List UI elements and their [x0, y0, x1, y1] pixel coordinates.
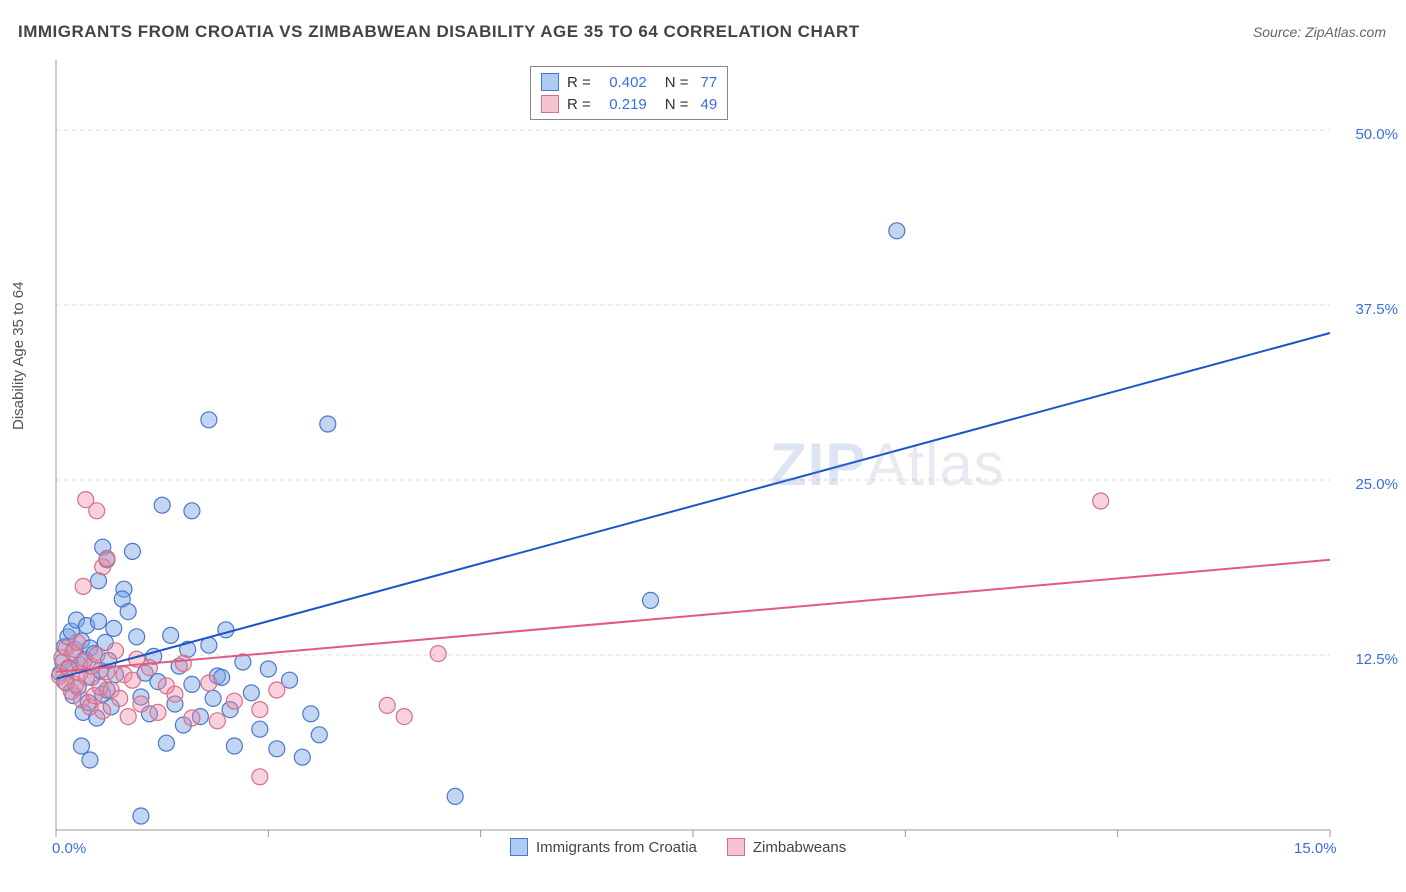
n-value: 49: [701, 96, 718, 113]
source-attribution: Source: ZipAtlas.com: [1253, 24, 1386, 40]
y-tick-label: 50.0%: [1338, 126, 1398, 143]
r-label: R =: [567, 96, 591, 113]
r-label: R =: [567, 74, 591, 91]
legend-label: Zimbabweans: [753, 839, 846, 856]
stats-legend: R = 0.402 N = 77 R = 0.219 N = 49: [530, 66, 728, 120]
series-legend: Immigrants from Croatia Zimbabweans: [510, 838, 846, 856]
y-tick-label: 25.0%: [1338, 476, 1398, 493]
legend-swatch: [727, 838, 745, 856]
legend-label: Immigrants from Croatia: [536, 839, 697, 856]
stats-legend-row: R = 0.219 N = 49: [541, 93, 717, 115]
scatter-plot: [50, 60, 1390, 850]
stats-legend-row: R = 0.402 N = 77: [541, 71, 717, 93]
legend-item: Immigrants from Croatia: [510, 838, 697, 856]
y-axis-label: Disability Age 35 to 64: [10, 282, 27, 430]
chart-area: ZIPAtlas R =0.402N =77R =0.219N =49 Immi…: [50, 60, 1390, 850]
r-value: 0.402: [599, 74, 647, 91]
x-tick-label: 0.0%: [52, 840, 86, 857]
chart-title: IMMIGRANTS FROM CROATIA VS ZIMBABWEAN DI…: [18, 22, 860, 42]
legend-item: Zimbabweans: [727, 838, 846, 856]
y-tick-label: 12.5%: [1338, 651, 1398, 668]
n-label: N =: [665, 74, 689, 91]
x-tick-label: 15.0%: [1294, 840, 1337, 857]
n-value: 77: [701, 74, 718, 91]
legend-swatch: [510, 838, 528, 856]
n-label: N =: [665, 96, 689, 113]
legend-swatch: [541, 73, 559, 91]
y-tick-label: 37.5%: [1338, 301, 1398, 318]
r-value: 0.219: [599, 96, 647, 113]
legend-swatch: [541, 95, 559, 113]
